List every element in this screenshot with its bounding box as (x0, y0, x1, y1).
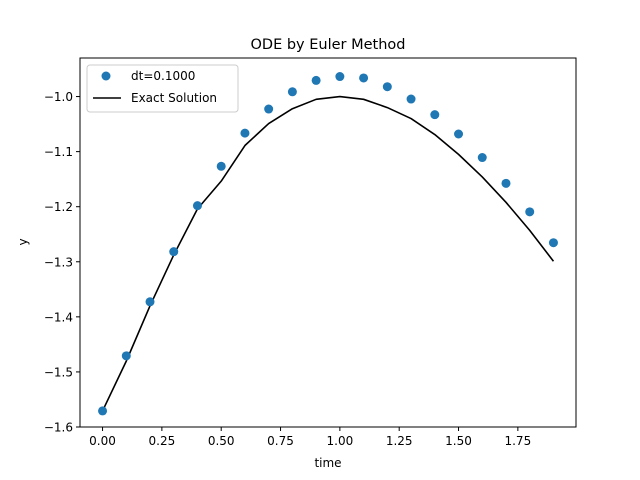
plot-frame (79, 57, 577, 428)
y-tick-label: −1.1 (44, 145, 73, 159)
x-tick-label: 0.50 (208, 434, 235, 448)
data-point-euler (335, 72, 345, 82)
data-point-euler (454, 129, 464, 139)
data-point-euler (287, 87, 297, 97)
legend-box (86, 64, 239, 113)
data-point-euler (98, 406, 108, 416)
data-point-euler (501, 178, 511, 188)
data-point-euler (406, 94, 416, 104)
legend-label-euler: dt=0.1000 (131, 69, 195, 83)
y-tick-label: −1.3 (44, 255, 73, 269)
plot-area (98, 72, 558, 416)
data-point-euler (192, 201, 202, 211)
y-tick-label: −1.5 (44, 365, 73, 379)
data-point-euler (311, 75, 321, 85)
data-point-euler (477, 153, 487, 163)
legend: dt=0.1000 Exact Solution (86, 64, 239, 113)
x-tick-label: 1.25 (386, 434, 413, 448)
y-axis-label: y (16, 238, 30, 245)
x-axis-label: time (314, 456, 341, 470)
data-point-euler (525, 207, 535, 217)
data-point-euler (382, 82, 392, 92)
x-tick-label: 1.50 (445, 434, 472, 448)
data-point-euler (264, 104, 274, 114)
data-point-euler (121, 351, 131, 361)
data-point-euler (430, 110, 440, 120)
x-tick-label: 1.75 (504, 434, 531, 448)
legend-marker-euler (101, 71, 111, 81)
y-tick-label: −1.0 (44, 90, 73, 104)
data-point-euler (359, 73, 369, 83)
data-point-euler (216, 161, 226, 171)
x-axis-ticks: 0.00 0.25 0.50 0.75 1.00 1.25 1.50 1.75 (89, 427, 531, 448)
data-point-euler (169, 247, 179, 257)
chart-title: ODE by Euler Method (251, 37, 406, 53)
legend-label-exact: Exact Solution (131, 91, 217, 105)
x-tick-label: 0.25 (149, 434, 176, 448)
data-point-euler (145, 297, 155, 307)
data-point-euler (548, 238, 558, 248)
data-point-euler (240, 128, 250, 138)
y-tick-label: −1.6 (44, 421, 73, 435)
y-axis-ticks: −1.6 −1.5 −1.4 −1.3 −1.2 −1.1 −1.0 (44, 90, 80, 435)
series-line-exact (101, 95, 555, 412)
y-tick-label: −1.4 (44, 310, 73, 324)
x-tick-label: 1.00 (327, 434, 354, 448)
x-tick-label: 0.75 (267, 434, 294, 448)
y-tick-label: −1.2 (44, 200, 73, 214)
x-tick-label: 0.00 (89, 434, 116, 448)
